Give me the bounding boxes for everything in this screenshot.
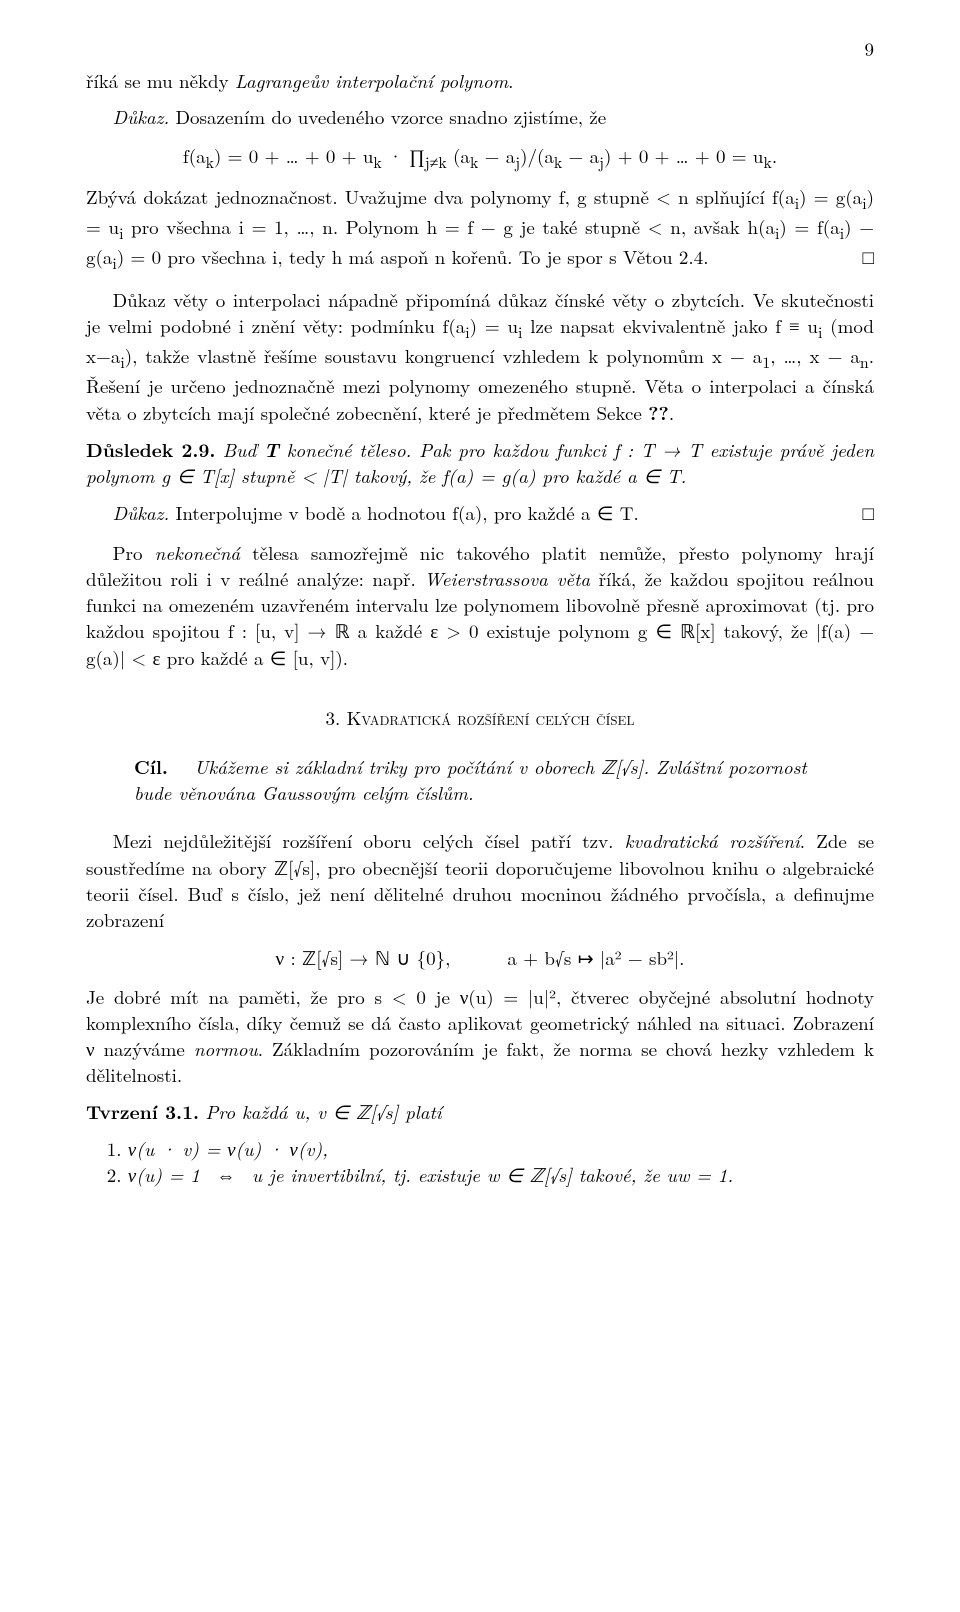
proof-1-text: Dosazením do uvedeného vzorce snadno zji…	[176, 103, 607, 130]
proof-2-text: Interpolujme v bodě a hodnotou f(a), pro…	[176, 499, 639, 526]
theorem-label: Tvrzení 3.1.	[86, 1097, 199, 1125]
section-title-text: Kvadratická rozšíření celých čísel	[347, 704, 635, 731]
paragraph-weierstrass: Pro nekonečná tělesa samozřejmě nic tako…	[86, 540, 874, 671]
corollary-label: Důsledek 2.9.	[86, 435, 215, 463]
paragraph-kvadraticka: Mezi nejdůležitější rozšíření oboru celý…	[86, 828, 874, 933]
formula-1: f(ak) = 0 + … + 0 + uk · ∏j≠k (ak − aj)/…	[86, 143, 874, 173]
paragraph-lagrange: říká se mu někdy Lagrangeův interpolační…	[86, 68, 874, 94]
paragraph-interpolace: Důkaz věty o interpolaci nápadně připomí…	[86, 287, 874, 426]
theorem-31: Tvrzení 3.1. Pro každá u, v ∈ ℤ[√s] plat…	[86, 1098, 874, 1125]
section-3-heading: 3. Kvadratická rozšíření celých čísel	[86, 705, 874, 731]
section-number: 3.	[326, 704, 341, 731]
proof-label: Důkaz.	[113, 103, 170, 130]
corollary-29: Důsledek 2.9. Buď T konečné těleso. Pak …	[86, 436, 874, 489]
proof-1: Důkaz. Dosazením do uvedeného vzorce sna…	[86, 104, 874, 130]
proof-2-label: Důkaz.	[113, 499, 170, 526]
cil-text: Ukážeme si základní triky pro počítání v…	[134, 753, 807, 806]
paragraph-norma: Je dobré mít na paměti, že pro s < 0 je …	[86, 984, 874, 1089]
qed-icon: □	[836, 500, 874, 526]
formula-2: ν : ℤ[√s] → ℕ ∪ {0}, a + b√s ↦ |a² − sb²…	[86, 945, 874, 971]
cil-label: Cíl.	[134, 752, 168, 780]
qed-icon: □	[863, 244, 874, 270]
proof-2: Důkaz. Interpolujme v bodě a hodnotou f(…	[86, 500, 874, 526]
proof-1b-text: Zbývá dokázat jednoznačnost. Uvažujme dv…	[86, 183, 874, 269]
cil-block: Cíl. Ukážeme si základní triky pro počít…	[134, 753, 826, 806]
proof-1-cont: Zbývá dokázat jednoznačnost. Uvažujme dv…	[86, 184, 874, 273]
theorem-item-2: ν(u) = 1 ⇔ u je invertibilní, tj. existu…	[128, 1162, 874, 1188]
theorem-text: Pro každá u, v ∈ ℤ[√s] platí	[205, 1098, 441, 1125]
theorem-item-1: ν(u · v) = ν(u) · ν(v),	[128, 1136, 874, 1162]
page-number: 9	[86, 36, 874, 62]
page-content: 9 říká se mu někdy Lagrangeův interpolač…	[0, 0, 960, 1234]
theorem-items: ν(u · v) = ν(u) · ν(v), ν(u) = 1 ⇔ u je …	[86, 1136, 874, 1188]
